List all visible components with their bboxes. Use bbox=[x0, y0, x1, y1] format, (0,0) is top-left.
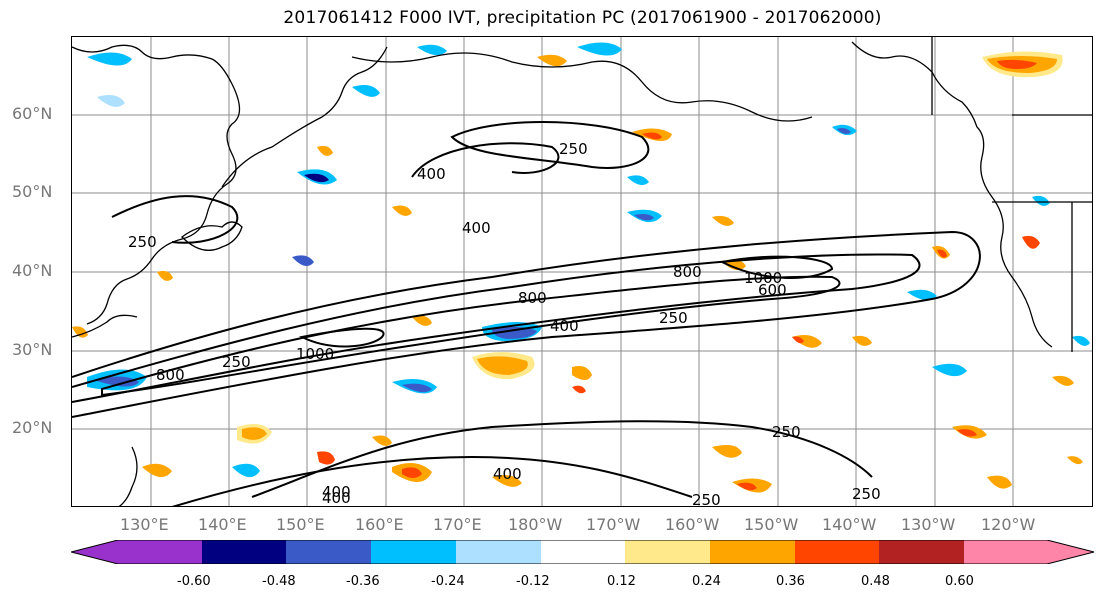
colorbar-segment bbox=[879, 540, 964, 564]
colorbar-segment bbox=[710, 540, 795, 564]
contour-label: 400 bbox=[322, 489, 351, 507]
ivt-contour-250-north bbox=[450, 121, 650, 169]
ivt-contour-1000-east bbox=[718, 255, 834, 280]
colorbar-tick-label: 0.12 bbox=[607, 574, 636, 589]
colorbar-segment bbox=[286, 540, 371, 564]
colorbar-segment bbox=[541, 540, 625, 564]
ivt-contour-1000-main bbox=[298, 327, 385, 348]
contour-label: 800 bbox=[156, 366, 185, 384]
precip-positive-patches bbox=[72, 51, 1083, 493]
colorbar-segment bbox=[456, 540, 541, 564]
ivt-contour-400-north bbox=[411, 142, 560, 178]
contour-label: 250 bbox=[559, 140, 588, 158]
contour-label: 400 bbox=[493, 465, 522, 483]
lat-label-20n: 20°N bbox=[12, 418, 53, 437]
contour-label: 250 bbox=[128, 233, 157, 251]
colorbar-tick-label: 0.36 bbox=[776, 574, 805, 589]
lat-label-30n: 30°N bbox=[12, 340, 53, 359]
colorbar-segment bbox=[964, 540, 1094, 564]
contour-label: 400 bbox=[462, 219, 491, 237]
contour-label: 1000 bbox=[296, 345, 334, 363]
map-panel: 250 400 400 250 1000 800 400 250 800 100… bbox=[71, 36, 1093, 507]
colorbar-tick-label: -0.48 bbox=[262, 574, 296, 589]
colorbar-tick-label: -0.36 bbox=[346, 574, 380, 589]
contour-label: 800 bbox=[673, 263, 702, 281]
lon-label-130e: 130°E bbox=[120, 515, 169, 534]
lon-label-160e: 160°E bbox=[355, 515, 404, 534]
ivt-contour-800-main bbox=[101, 275, 841, 397]
contour-label: 800 bbox=[518, 289, 547, 307]
lon-label-130w: 130°W bbox=[901, 515, 956, 534]
lon-label-150w: 150°W bbox=[744, 515, 799, 534]
contour-label: 250 bbox=[659, 309, 688, 327]
ivt-contour-400-south bbox=[251, 420, 873, 498]
colorbar-segment bbox=[71, 540, 202, 564]
ivt-contours bbox=[72, 121, 981, 506]
contour-label: 250 bbox=[852, 485, 881, 503]
graticule bbox=[72, 37, 1092, 506]
colorbar-segment bbox=[202, 540, 286, 564]
colorbar-tick-label: 0.60 bbox=[945, 574, 974, 589]
lat-label-40n: 40°N bbox=[12, 261, 53, 280]
ivt-contour-250-main bbox=[72, 230, 981, 418]
colorbar-tick-label: 0.24 bbox=[692, 574, 721, 589]
lon-label-170e: 170°E bbox=[433, 515, 482, 534]
colorbar-tick-label: -0.12 bbox=[516, 574, 550, 589]
map-title: 2017061412 F000 IVT, precipitation PC (2… bbox=[283, 8, 882, 28]
contour-label: 250 bbox=[692, 491, 721, 507]
lon-label-170w: 170°W bbox=[586, 515, 641, 534]
lon-label-160w: 160°W bbox=[665, 515, 720, 534]
lon-label-140e: 140°E bbox=[198, 515, 247, 534]
ivt-contour-250-west bbox=[111, 195, 239, 244]
lon-label-150e: 150°E bbox=[276, 515, 325, 534]
colorbar-segment bbox=[371, 540, 456, 564]
lon-label-140w: 140°W bbox=[822, 515, 877, 534]
contour-label: 600 bbox=[758, 281, 787, 299]
contour-labels: 250 400 400 250 1000 800 400 250 800 100… bbox=[128, 140, 881, 507]
contour-label: 250 bbox=[772, 423, 801, 441]
lat-label-60n: 60°N bbox=[12, 104, 53, 123]
lon-label-180w: 180°W bbox=[508, 515, 563, 534]
precip-patches bbox=[72, 42, 1090, 493]
coastlines bbox=[72, 37, 1092, 506]
lon-label-120w: 120°W bbox=[981, 515, 1036, 534]
map-canvas: 250 400 400 250 1000 800 400 250 800 100… bbox=[72, 37, 1092, 507]
ivt-contour-250-south bbox=[171, 455, 693, 506]
colorbar-svg bbox=[70, 539, 1095, 565]
ivt-contour-400-main bbox=[72, 253, 921, 403]
colorbar-tick-label: -0.24 bbox=[431, 574, 465, 589]
colorbar-tick-label: 0.48 bbox=[861, 574, 890, 589]
contour-label: 1000 bbox=[744, 269, 782, 287]
colorbar-tick-label: -0.60 bbox=[177, 574, 211, 589]
colorbar bbox=[70, 539, 1095, 565]
lat-label-50n: 50°N bbox=[12, 182, 53, 201]
contour-label: 250 bbox=[222, 353, 251, 371]
colorbar-segment bbox=[795, 540, 879, 564]
contour-label: 400 bbox=[550, 317, 579, 335]
contour-label: 400 bbox=[417, 165, 446, 183]
contour-label: 400 bbox=[322, 483, 351, 501]
colorbar-segment bbox=[625, 540, 710, 564]
precip-negative-patches bbox=[87, 42, 1090, 478]
